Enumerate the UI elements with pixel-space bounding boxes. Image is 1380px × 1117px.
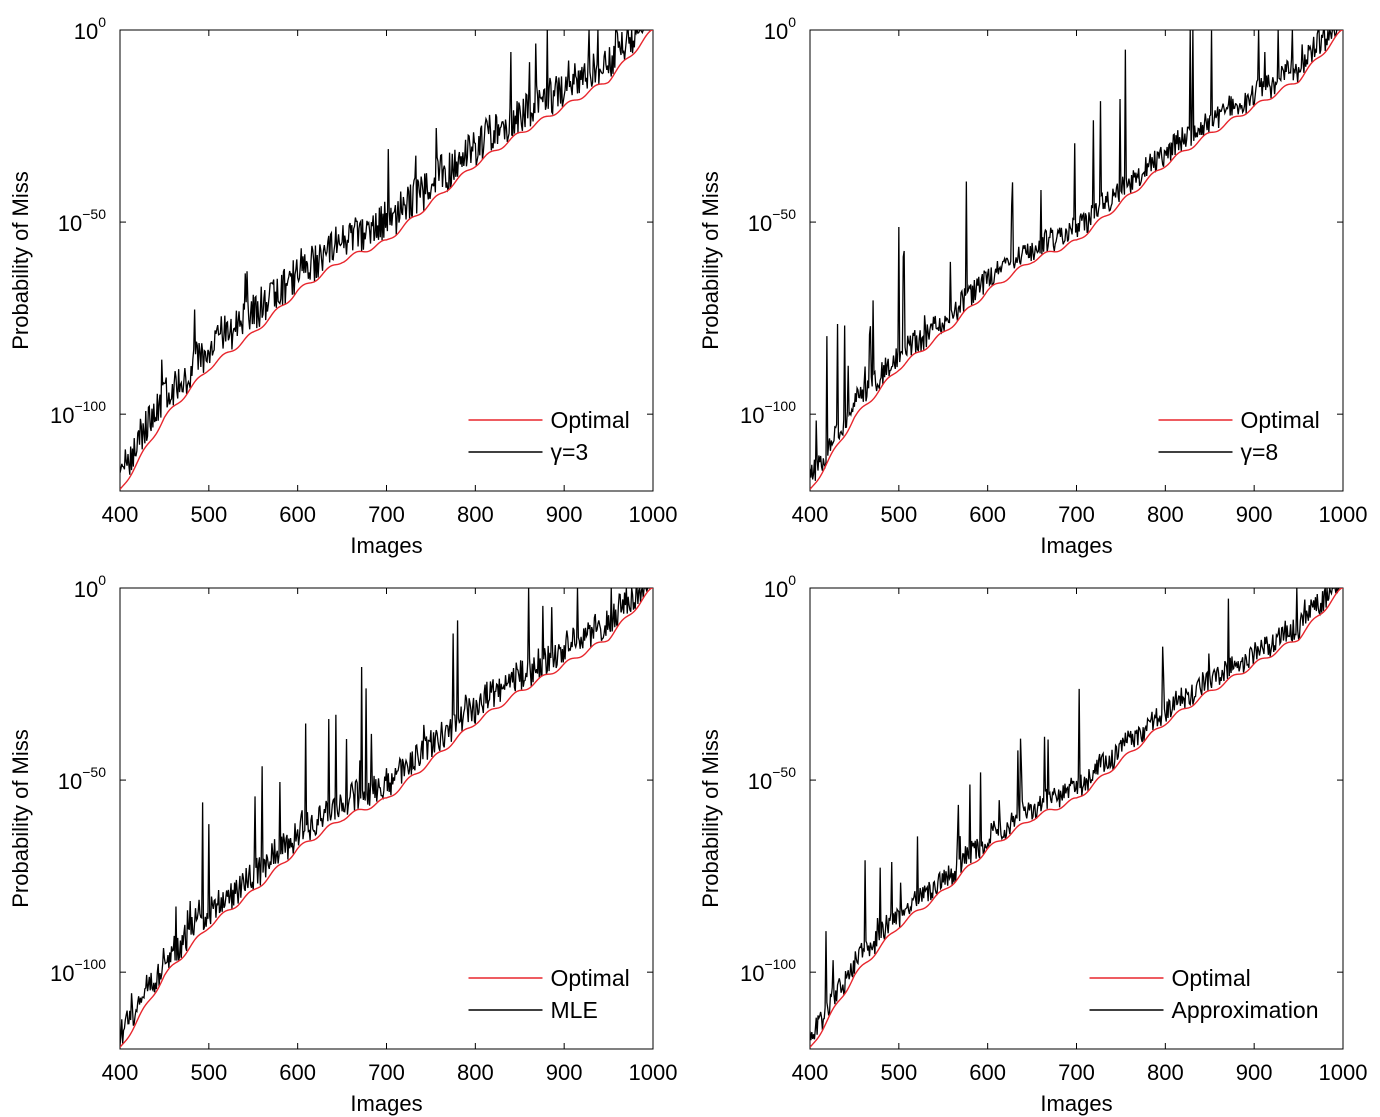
series-line-optimal [810,30,1343,490]
x-tick-label: 500 [880,502,917,527]
x-tick-label: 800 [457,1060,494,1085]
chart-panel-approximation: 400 500 600 700 800 900 1000 100 10−50 10−100 Imag… [690,558,1380,1116]
x-tick-label: 800 [1147,1060,1184,1085]
x-tick-label: 900 [1236,502,1273,527]
x-axis-label: Images [1040,533,1112,558]
x-axis-label: Images [1040,1091,1112,1116]
series-line-mle [120,588,653,1046]
y-tick-label: 10−50 [748,206,796,236]
chart-panel-mle: 400 500 600 700 800 900 1000 100 10−50 10−100 Imag… [0,558,690,1116]
chart-svg: 400 500 600 700 800 900 1000 100 10−50 10−100 Imag… [8,572,678,1116]
x-tick-label: 500 [190,1060,227,1085]
legend-entry: γ=8 [1241,439,1279,465]
x-tick-label: 400 [792,1060,829,1085]
x-tick-label: 400 [102,502,139,527]
y-tick-label: 10−100 [50,398,106,428]
x-axis-label: Images [350,533,422,558]
x-tick-label: 600 [279,502,316,527]
legend-entry: Optimal [551,965,630,991]
x-tick-label: 1000 [1319,1060,1368,1085]
x-tick-label: 700 [368,502,405,527]
series-line-approximation [810,588,1343,1041]
chart-svg: 400 500 600 700 800 900 1000 100 10−50 10−100 Imag… [698,14,1368,558]
series-line-optimal [810,588,1343,1048]
x-tick-label: 600 [279,1060,316,1085]
chart-svg: 400 500 600 700 800 900 1000 100 10−50 10−100 Imag… [8,14,678,558]
x-tick-label: 600 [969,1060,1006,1085]
y-tick-label: 100 [764,14,796,44]
y-tick-label: 10−50 [58,206,106,236]
y-tick-label: 100 [74,572,106,602]
x-tick-label: 1000 [629,502,678,527]
y-tick-label: 10−100 [740,398,796,428]
chart-panel-gamma-3: 400 500 600 700 800 900 1000 100 10−50 10−100 Imag… [0,0,690,558]
y-tick-label: 10−100 [740,956,796,986]
series-line-gamma-3 [120,30,653,475]
y-axis-label: Probability of Miss [8,729,33,908]
x-tick-label: 700 [368,1060,405,1085]
x-tick-label: 1000 [1319,502,1368,527]
x-tick-label: 500 [880,1060,917,1085]
x-tick-label: 900 [1236,1060,1273,1085]
legend-entry: Optimal [1241,407,1320,433]
legend-entry: MLE [551,997,598,1023]
chart-svg: 400 500 600 700 800 900 1000 100 10−50 10−100 Imag… [698,572,1368,1116]
legend-entry: γ=3 [551,439,589,465]
x-tick-label: 800 [457,502,494,527]
x-tick-label: 600 [969,502,1006,527]
y-tick-label: 100 [74,14,106,44]
x-tick-label: 700 [1058,502,1095,527]
x-tick-label: 900 [546,1060,583,1085]
series-line-optimal [120,30,653,490]
y-tick-label: 10−100 [50,956,106,986]
y-axis-label: Probability of Miss [698,729,723,908]
x-tick-label: 700 [1058,1060,1095,1085]
y-tick-label: 100 [764,572,796,602]
legend-entry: Optimal [1172,965,1251,991]
axes-box [809,587,1344,1050]
y-tick-label: 10−50 [748,764,796,794]
x-tick-label: 800 [1147,502,1184,527]
x-tick-label: 400 [792,502,829,527]
chart-panel-gamma-8: 400 500 600 700 800 900 1000 100 10−50 10−100 Imag… [690,0,1380,558]
x-tick-label: 400 [102,1060,139,1085]
legend-entry: Approximation [1172,997,1319,1023]
y-axis-label: Probability of Miss [8,171,33,350]
y-tick-label: 10−50 [58,764,106,794]
y-axis-label: Probability of Miss [698,171,723,350]
x-tick-label: 500 [190,502,227,527]
x-tick-label: 1000 [629,1060,678,1085]
legend-entry: Optimal [551,407,630,433]
x-tick-label: 900 [546,502,583,527]
series-line-optimal [120,588,653,1048]
x-axis-label: Images [350,1091,422,1116]
